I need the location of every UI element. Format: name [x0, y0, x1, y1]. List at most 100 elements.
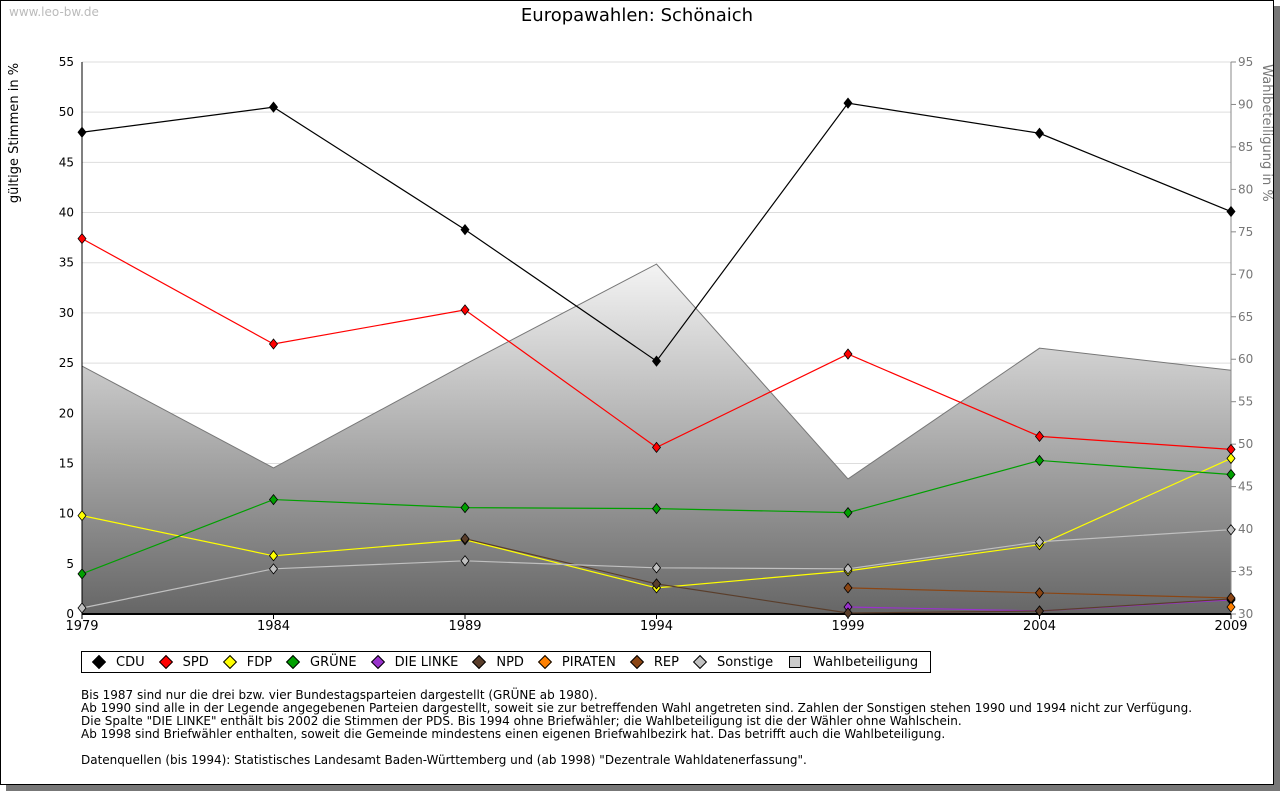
legend-label: GRÜNE — [310, 654, 357, 670]
y-tick-label: 55 — [59, 55, 74, 69]
data-point-GRÜNE — [1226, 468, 1236, 481]
legend-marker — [629, 654, 644, 670]
data-point-SPD — [651, 441, 662, 454]
legend-marker — [789, 656, 802, 668]
y-tick-label: 50 — [59, 105, 74, 119]
data-point-NPD — [460, 533, 470, 545]
legend-item: Wahlbeteiligung — [789, 655, 918, 670]
y2-tick-label: 30 — [1238, 607, 1253, 621]
note-line: Ab 1998 sind Briefwähler enthalten, sowe… — [81, 727, 946, 741]
data-point-GRÜNE — [651, 502, 662, 515]
legend: CDU SPD FDP GRÜNE DIE LINKE NPD PIRATEN REP Sons… — [81, 651, 932, 673]
data-point-NPD — [651, 578, 662, 590]
legend-marker — [91, 654, 107, 670]
note-line: Bis 1987 sind nur die drei bzw. vier Bun… — [81, 688, 598, 702]
y-tick-label: 45 — [59, 155, 74, 169]
data-point-GRÜNE — [460, 501, 470, 514]
x-tick-label: 1989 — [448, 619, 481, 634]
legend-item: GRÜNE — [285, 654, 357, 670]
x-tick-label: 1984 — [257, 619, 290, 634]
data-point-Sonstige — [651, 562, 662, 574]
legend-label: PIRATEN — [561, 654, 616, 670]
y-axis-label: gültige Stimmen in % — [7, 63, 22, 203]
legend-item: REP — [629, 654, 679, 670]
turnout-area — [82, 264, 1231, 614]
chart-svg: 0 5 10 15 20 25 30 35 40 45 50 55 30 35 40 45 50 55 60 65 70… — [7, 55, 1273, 634]
data-point-GRÜNE — [843, 506, 853, 519]
notes: Bis 1987 sind nur die drei bzw. vier Bun… — [81, 689, 1192, 767]
turnout-line — [81, 263, 1232, 480]
legend-label: Wahlbeteiligung — [813, 654, 919, 670]
note-line: Datenquellen (bis 1994): Statistisches L… — [81, 753, 807, 767]
x-tick-label: 2004 — [1023, 619, 1056, 634]
y-tick-label: 10 — [59, 507, 74, 521]
y-tick-label: 5 — [66, 557, 74, 571]
data-point-CDU — [651, 355, 662, 367]
legend-label: FDP — [246, 654, 273, 670]
data-point-FDP — [1226, 452, 1236, 465]
legend-label: CDU — [116, 654, 145, 670]
y2-tick-label: 95 — [1238, 55, 1253, 69]
legend-marker — [285, 654, 301, 670]
y-tick-label: 25 — [59, 356, 74, 370]
legend-marker — [537, 654, 552, 670]
legend-item: PIRATEN — [537, 654, 616, 670]
legend-marker — [692, 654, 708, 670]
x-tick-label: 1979 — [65, 619, 98, 634]
data-point-SPD — [460, 304, 470, 316]
y2-tick-label: 55 — [1238, 395, 1253, 409]
legend-label: NPD — [496, 654, 524, 670]
data-point-GRÜNE — [77, 568, 87, 580]
legend-item: CDU — [91, 654, 145, 670]
y2-tick-label: 45 — [1238, 480, 1253, 494]
data-point-CDU — [460, 223, 470, 236]
data-point-FDP — [268, 550, 279, 562]
y2-tick-label: 75 — [1238, 225, 1253, 239]
legend-marker — [472, 654, 487, 670]
data-point-Sonstige — [268, 563, 279, 575]
legend-label: DIE LINKE — [394, 654, 459, 670]
data-point-NPD — [1034, 605, 1045, 617]
x-tick-label: 1994 — [640, 619, 673, 634]
legend-label: SPD — [182, 654, 209, 670]
data-point-REP — [1226, 592, 1236, 604]
legend-item: NPD — [472, 654, 524, 670]
x-tick-label: 2009 — [1214, 619, 1247, 634]
data-point-FDP — [77, 510, 87, 522]
legend-marker — [222, 654, 237, 670]
legend-item: DIE LINKE — [370, 654, 459, 670]
legend-label: Sonstige — [716, 654, 774, 670]
data-point-GRÜNE — [1034, 454, 1045, 467]
data-point-Sonstige — [843, 563, 853, 575]
y2-tick-label: 80 — [1238, 182, 1253, 196]
chart-title: Europawahlen: Schönaich — [520, 5, 754, 26]
data-point-NPD — [843, 607, 853, 619]
y-tick-label: 15 — [59, 456, 74, 470]
data-point-Sonstige — [460, 555, 470, 567]
data-point-CDU — [268, 101, 279, 113]
data-point-Sonstige — [1034, 536, 1045, 548]
y2-tick-label: 35 — [1238, 565, 1253, 579]
data-point-SPD — [77, 232, 87, 245]
data-point-REP — [843, 582, 853, 594]
data-point-GRÜNE — [268, 493, 279, 506]
y-tick-label: 0 — [66, 607, 74, 621]
data-point-CDU — [1034, 127, 1045, 139]
y-tick-label: 35 — [59, 256, 74, 270]
data-point-SPD — [1034, 430, 1045, 442]
data-point-CDU — [77, 126, 87, 138]
watermark: www.leo-bw.de — [9, 5, 99, 19]
data-point-SPD — [268, 338, 279, 350]
legend-marker — [158, 654, 173, 670]
legend-item: FDP — [222, 654, 273, 670]
y2-axis-label: Wahlbeteiligung in % — [1259, 64, 1273, 201]
y-tick-label: 20 — [59, 406, 74, 420]
y2-tick-label: 40 — [1238, 522, 1253, 536]
data-point-REP — [1034, 587, 1045, 599]
legend-item: Sonstige — [692, 654, 774, 670]
y2-tick-label: 60 — [1238, 352, 1253, 366]
data-point-CDU — [1226, 205, 1236, 218]
data-point-CDU — [843, 97, 853, 109]
legend-label: REP — [653, 654, 679, 670]
